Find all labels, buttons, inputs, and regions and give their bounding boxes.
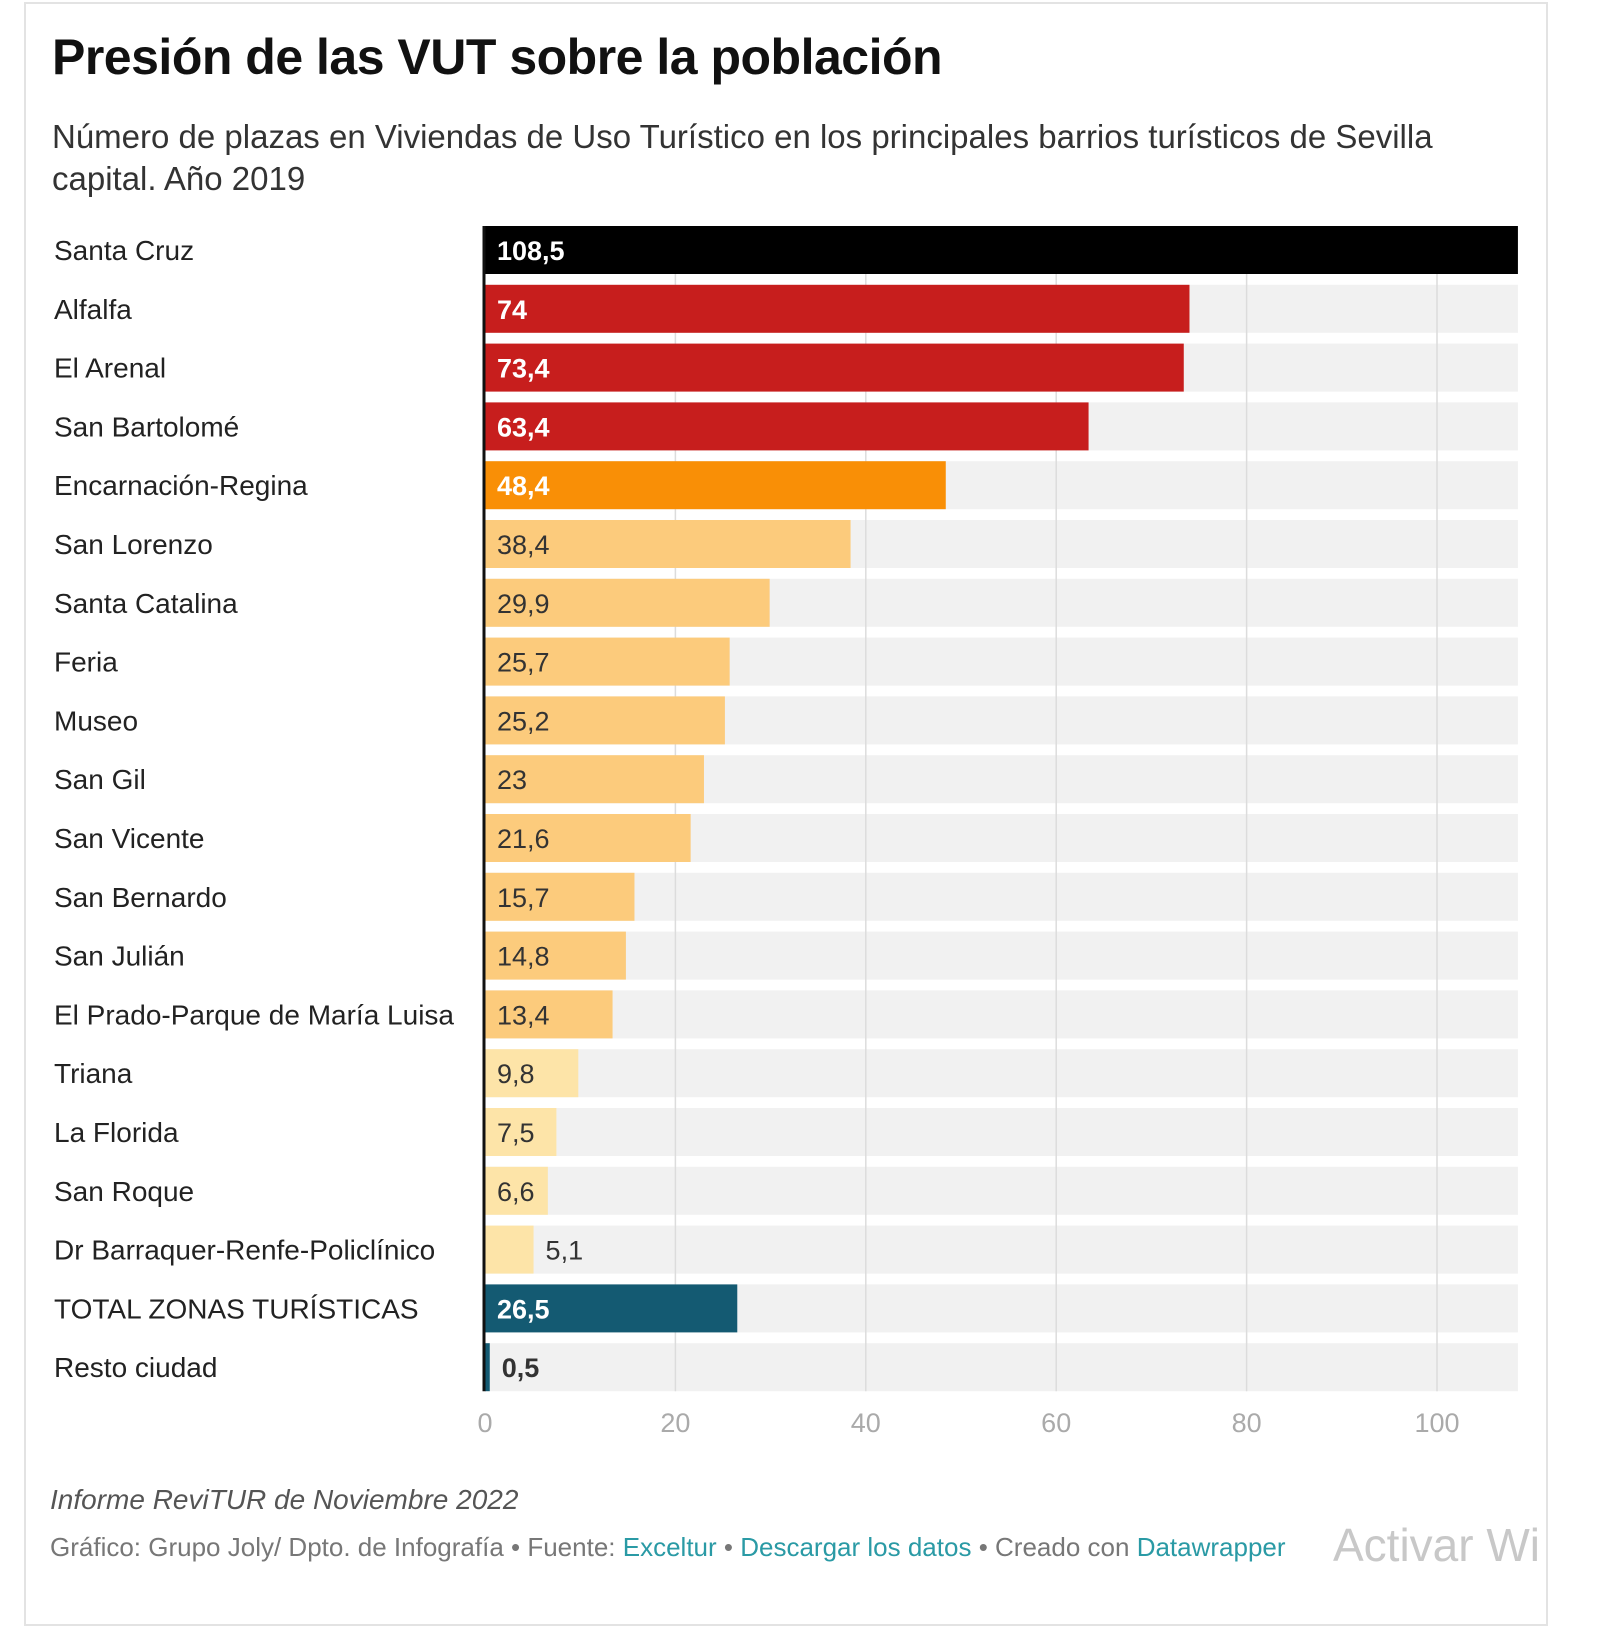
x-tick-label: 40 xyxy=(851,1408,881,1438)
bar-track xyxy=(485,1225,1518,1274)
source-link[interactable]: Exceltur xyxy=(622,1532,717,1562)
bar xyxy=(485,1166,548,1215)
value-label: 29,9 xyxy=(497,589,550,619)
x-tick-label: 0 xyxy=(477,1408,492,1438)
separator: • xyxy=(971,1532,996,1562)
bar-track xyxy=(485,1108,1518,1156)
bar xyxy=(485,226,1518,274)
category-label: TOTAL ZONAS TURÍSTICAS xyxy=(54,1293,419,1324)
chart-subtitle: Número de plazas en Viviendas de Uso Tur… xyxy=(52,118,1433,197)
category-label: Santa Cruz xyxy=(54,235,194,266)
bar-track xyxy=(485,990,1518,1039)
category-label: San Gil xyxy=(54,764,146,795)
category-label: Resto ciudad xyxy=(54,1352,217,1383)
category-label: San Roque xyxy=(54,1176,194,1207)
value-label: 25,2 xyxy=(497,706,550,736)
category-label: San Vicente xyxy=(54,823,205,854)
value-label: 15,7 xyxy=(497,883,550,913)
value-label: 9,8 xyxy=(497,1059,535,1089)
value-label: 21,6 xyxy=(497,824,550,854)
category-label: El Arenal xyxy=(54,353,166,384)
x-tick-label: 20 xyxy=(660,1408,690,1438)
bar-track xyxy=(485,872,1518,921)
chart-title: Presión de las VUT sobre la población xyxy=(52,29,943,85)
category-label: San Bartolomé xyxy=(54,411,239,442)
bar xyxy=(485,1343,490,1392)
value-label: 14,8 xyxy=(497,942,550,972)
bar xyxy=(485,872,635,921)
bar xyxy=(485,755,704,804)
category-label: San Bernardo xyxy=(54,882,227,913)
category-label: San Julián xyxy=(54,941,185,972)
bar xyxy=(485,343,1184,392)
x-tick-label: 80 xyxy=(1232,1408,1262,1438)
value-label: 73,4 xyxy=(497,354,550,384)
download-data-link[interactable]: Descargar los datos xyxy=(740,1532,972,1562)
category-label: Triana xyxy=(54,1058,133,1089)
value-label: 74 xyxy=(497,295,527,325)
bar xyxy=(485,1049,579,1098)
category-label: Feria xyxy=(54,647,118,678)
value-label: 23 xyxy=(497,765,527,795)
bar-track xyxy=(485,1343,1518,1392)
bar xyxy=(485,284,1190,333)
value-label: 108,5 xyxy=(497,236,565,266)
category-label: Encarnación-Regina xyxy=(54,470,308,501)
bar xyxy=(485,931,626,980)
bar-track xyxy=(485,931,1518,980)
bar xyxy=(485,990,613,1039)
value-label: 6,6 xyxy=(497,1177,535,1207)
category-label: Santa Catalina xyxy=(54,588,238,619)
value-label: 0,5 xyxy=(502,1353,540,1383)
datawrapper-link[interactable]: Datawrapper xyxy=(1136,1532,1286,1562)
created-label: Creado con xyxy=(995,1532,1137,1562)
chart-notes: Informe ReviTUR de Noviembre 2022 xyxy=(50,1484,519,1515)
value-label: 5,1 xyxy=(546,1236,584,1266)
bar xyxy=(485,578,770,627)
value-label: 63,4 xyxy=(497,412,550,442)
x-tick-label: 100 xyxy=(1414,1408,1459,1438)
bar xyxy=(485,637,730,686)
bar-track xyxy=(485,1166,1518,1215)
category-label: Alfalfa xyxy=(54,294,132,325)
category-label: Museo xyxy=(54,705,138,736)
x-tick-label: 60 xyxy=(1041,1408,1071,1438)
value-label: 7,5 xyxy=(497,1118,535,1148)
value-label: 38,4 xyxy=(497,530,550,560)
credit: Gráfico: Grupo Joly/ Dpto. de Infografía xyxy=(50,1532,504,1562)
category-label: Dr Barraquer-Renfe-Policlínico xyxy=(54,1235,435,1266)
bar xyxy=(485,461,946,510)
value-label: 25,7 xyxy=(497,648,550,678)
value-label: 48,4 xyxy=(497,471,550,501)
bar xyxy=(485,1108,557,1156)
bar xyxy=(485,520,851,568)
windows-activation-watermark: Activar Wi xyxy=(1333,1519,1540,1571)
category-label: La Florida xyxy=(54,1117,179,1148)
category-label: El Prado-Parque de María Luisa xyxy=(54,999,454,1030)
separator: • xyxy=(503,1532,528,1562)
category-label: San Lorenzo xyxy=(54,529,213,560)
source-label: Fuente: xyxy=(527,1532,623,1562)
bar xyxy=(485,1284,738,1333)
bar xyxy=(485,1225,534,1274)
bar-track xyxy=(485,1049,1518,1098)
bar xyxy=(485,402,1089,451)
byline: Gráfico: Grupo Joly/ Dpto. de Infografía… xyxy=(50,1532,1286,1563)
bar xyxy=(485,814,691,862)
value-label: 26,5 xyxy=(497,1294,550,1324)
bar xyxy=(485,696,725,745)
value-label: 13,4 xyxy=(497,1000,550,1030)
separator: • xyxy=(716,1532,741,1562)
